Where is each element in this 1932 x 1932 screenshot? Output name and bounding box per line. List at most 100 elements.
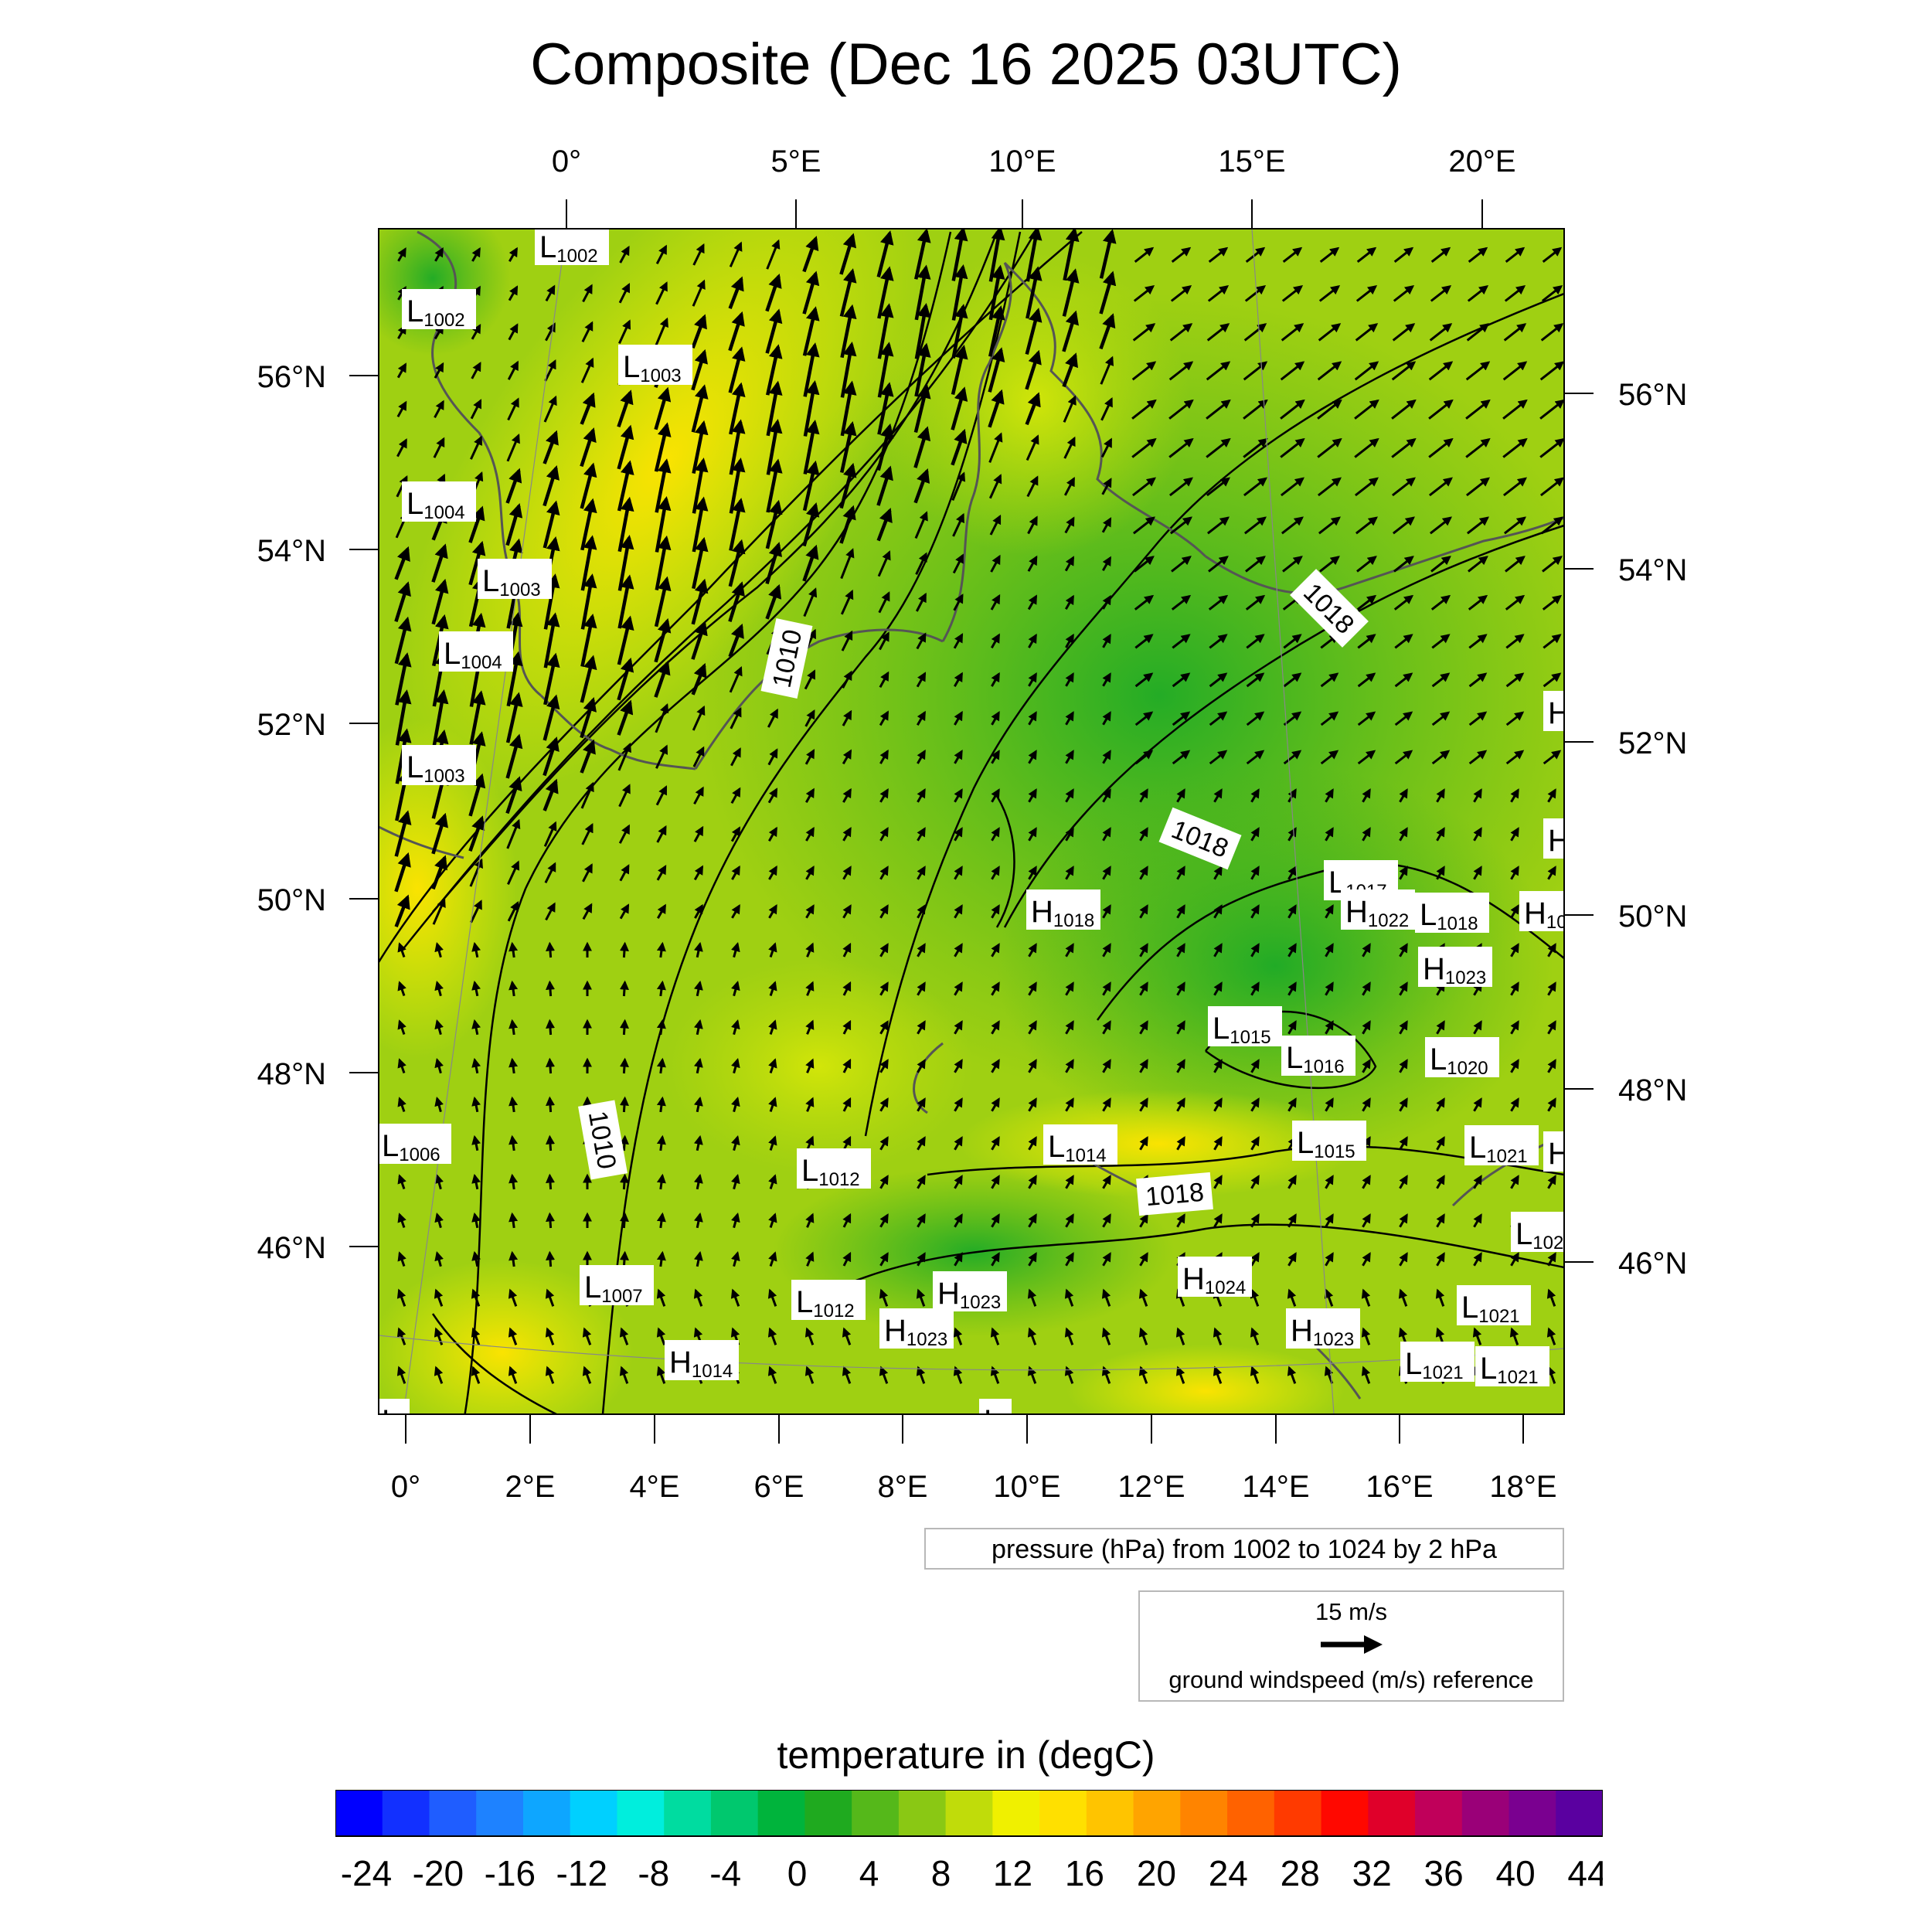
wind-arrow (1062, 268, 1080, 317)
wind-arrow (1399, 1059, 1408, 1073)
wind-arrow (953, 1366, 963, 1384)
wind-arrow (1175, 1366, 1185, 1384)
wind-arrow (991, 1213, 1000, 1228)
wind-arrow (546, 1250, 556, 1267)
wind-arrow (1208, 594, 1229, 611)
wind-arrow (545, 902, 556, 921)
wind-arrow (1473, 827, 1482, 842)
wind-arrow (1468, 672, 1488, 688)
wind-arrow (1510, 788, 1519, 803)
wind-arrow (951, 428, 968, 466)
wind-arrow (804, 1327, 815, 1345)
wind-arrow (1176, 904, 1185, 919)
wind-arrow (1325, 943, 1334, 957)
wind-arrow (1282, 556, 1303, 573)
left-lat-label: 46°N (257, 1231, 326, 1265)
colorbar-cell (1133, 1790, 1181, 1836)
wind-arrow (1213, 1175, 1223, 1189)
wind-arrow (728, 539, 746, 587)
colorbar-tick-label: 40 (1496, 1853, 1536, 1893)
wind-arrow (1319, 556, 1340, 573)
wind-arrow (692, 279, 706, 307)
wind-arrow (951, 471, 966, 501)
wind-arrow (1025, 349, 1042, 390)
wind-arrow (1134, 672, 1154, 688)
wind-arrow (1213, 981, 1223, 996)
wind-arrow (580, 781, 594, 809)
wind-arrow (1399, 943, 1408, 957)
colorbar-cell (570, 1790, 617, 1836)
wind-arrow (1543, 672, 1562, 688)
wind-arrow (765, 583, 782, 620)
wind-arrow (1399, 1175, 1408, 1189)
wind-arrow (1028, 943, 1037, 957)
wind-arrow (543, 821, 557, 847)
wind-arrow (471, 1096, 481, 1113)
wind-arrow (1250, 1213, 1260, 1228)
wind-arrow (1399, 1020, 1408, 1035)
wind-arrow (1287, 904, 1297, 919)
wind-arrow (1355, 516, 1378, 535)
colorbar-cell (1556, 1790, 1603, 1836)
wind-arrow (1399, 981, 1408, 996)
wind-arrow (1065, 1020, 1074, 1035)
wind-arrow (1357, 750, 1376, 765)
right-lat-label: 54°N (1618, 553, 1687, 587)
wind-arrow (434, 1250, 444, 1267)
wind-arrow (1213, 1327, 1223, 1345)
wind-arrow (471, 1327, 481, 1345)
wind-arrow (1206, 477, 1230, 497)
wind-arrow (1250, 981, 1260, 996)
wind-arrow (1431, 711, 1451, 726)
wind-arrow (991, 711, 1000, 726)
top-lon-label: 20°E (1448, 145, 1515, 179)
wind-arrow (694, 903, 703, 919)
wind-arrow (1502, 437, 1528, 458)
wind-arrow (1431, 750, 1451, 765)
wind-arrow (1473, 788, 1482, 803)
wind-arrow (991, 904, 1000, 919)
wind-arrow (879, 904, 889, 919)
wind-arrow (1466, 323, 1490, 342)
wind-arrow (917, 866, 926, 880)
wind-arrow (1468, 594, 1488, 611)
colorbar-cell (429, 1790, 477, 1836)
wind-arrow (1102, 904, 1111, 919)
colorbar-cell (804, 1790, 852, 1836)
wind-arrow (431, 543, 448, 583)
wind-arrow (693, 1019, 703, 1036)
wind-arrow (1176, 788, 1185, 803)
wind-arrow (471, 941, 481, 958)
bottom-lon-label: 10°E (993, 1470, 1060, 1504)
wind-arrow (1026, 434, 1039, 461)
wind-arrow (731, 904, 740, 919)
wind-arrow (394, 581, 411, 622)
wind-arrow (1318, 516, 1341, 535)
wind-arrow (876, 423, 894, 471)
map-title: Composite (Dec 16 2025 03UTC) (530, 32, 1402, 97)
coastline (379, 825, 464, 859)
wind-arrow (434, 1173, 444, 1190)
wind-arrow (1028, 1213, 1037, 1228)
wind-arrow (991, 866, 1000, 880)
wind-arrow (656, 903, 667, 920)
wind-arrow (468, 773, 486, 817)
wind-arrow (434, 247, 444, 262)
wind-arrow (394, 546, 410, 580)
wind-arrow (470, 900, 482, 923)
wind-arrow (655, 281, 668, 305)
wind-arrow (842, 670, 852, 689)
wind-arrow (1250, 1136, 1260, 1151)
wind-arrow (471, 1212, 481, 1229)
wind-arrow (1283, 750, 1302, 765)
wind-arrow (1472, 1327, 1482, 1345)
wind-arrow (580, 357, 594, 383)
pressure-center-type: H1023 (884, 1314, 947, 1350)
wind-arrow (1429, 323, 1453, 342)
pressure-center-label: H (1543, 691, 1564, 731)
wind-arrow (618, 283, 631, 304)
colorbar-tick-label: -4 (709, 1853, 741, 1893)
wind-arrow (1139, 1136, 1148, 1151)
graticule-line (379, 1335, 1564, 1371)
wind-arrow (434, 1366, 444, 1384)
